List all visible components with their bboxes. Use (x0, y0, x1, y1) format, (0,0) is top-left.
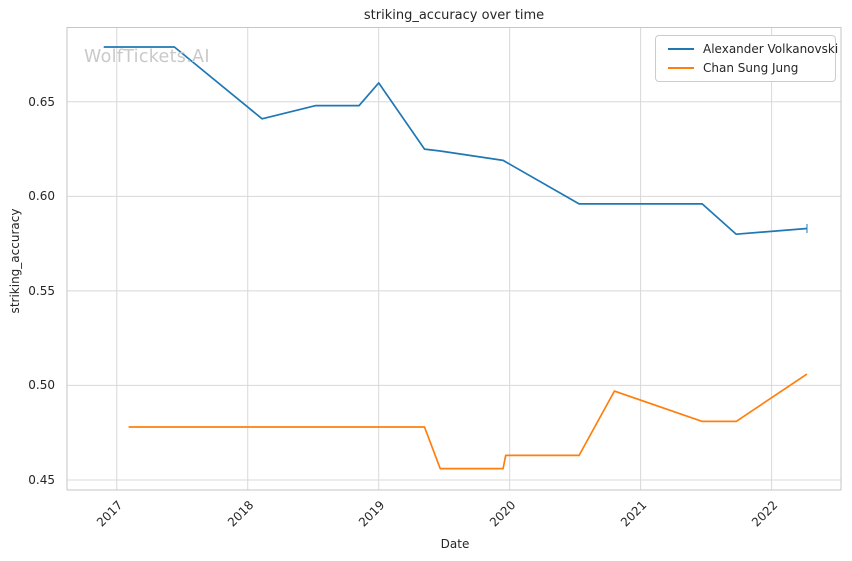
legend: Alexander Volkanovski Chan Sung Jung (655, 35, 838, 82)
watermark: WolfTickets.AI (84, 47, 210, 67)
plot-border (66, 27, 842, 491)
chart-title: striking_accuracy over time (363, 8, 545, 23)
y-axis-label: striking_accuracy (8, 208, 22, 314)
series-line (128, 373, 808, 470)
legend-entry: Chan Sung Jung (668, 60, 826, 76)
legend-line-swatch (668, 48, 694, 50)
y-tick-label: 0.65 (28, 94, 55, 109)
series-line (103, 46, 807, 236)
y-tick-label: 0.55 (28, 283, 55, 298)
legend-entry: Alexander Volkanovski (668, 41, 838, 57)
legend-label: Alexander Volkanovski (703, 42, 839, 56)
legend-line-swatch (668, 67, 694, 69)
y-tick-label: 0.50 (28, 378, 55, 393)
y-tick-label: 0.60 (28, 189, 55, 204)
x-axis-label: Date (440, 537, 470, 551)
legend-label: Chan Sung Jung (703, 61, 799, 75)
y-tick-label: 0.45 (28, 472, 55, 487)
